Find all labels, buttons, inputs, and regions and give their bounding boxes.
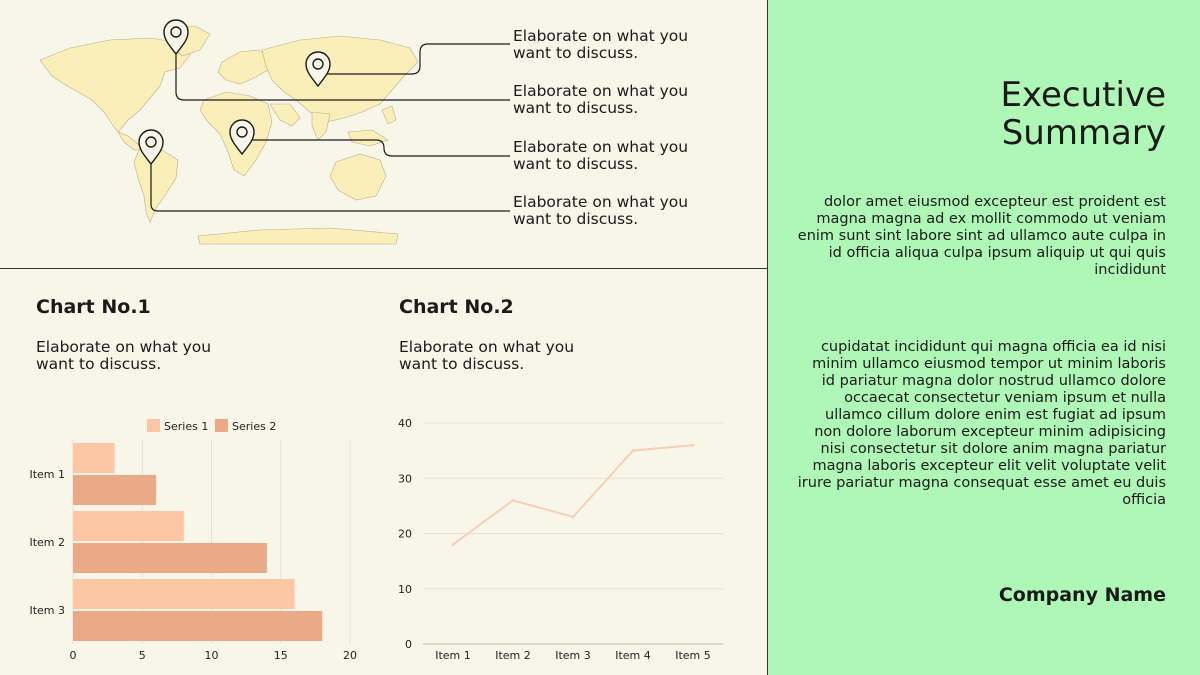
company-name: Company Name bbox=[998, 584, 1166, 606]
callout-text-3: Elaborate on what you want to discuss. bbox=[513, 138, 689, 173]
bar bbox=[73, 511, 184, 541]
title-line-1: Executive bbox=[1000, 75, 1166, 115]
category-label: Item 3 bbox=[29, 604, 65, 617]
chart2-description: Elaborate on what you want to discuss. bbox=[399, 338, 575, 373]
callout-text-4: Elaborate on what you want to discuss. bbox=[513, 193, 689, 228]
left-panel: Elaborate on what you want to discuss. E… bbox=[0, 19, 767, 662]
y-tick-label: 30 bbox=[398, 472, 412, 485]
series-line bbox=[452, 444, 694, 546]
category-label: Item 1 bbox=[29, 468, 65, 481]
data-point bbox=[511, 498, 515, 502]
category-label: Item 3 bbox=[555, 649, 591, 662]
chart1-description: Elaborate on what you want to discuss. bbox=[36, 338, 212, 373]
legend-swatch bbox=[147, 419, 160, 432]
callout-text-1: Elaborate on what you want to discuss. bbox=[513, 27, 689, 62]
legend-label: Series 1 bbox=[164, 420, 208, 433]
summary-paragraph-1: dolor amet eiusmod excepteur est proiden… bbox=[797, 194, 1166, 278]
category-label: Item 4 bbox=[615, 649, 651, 662]
line-chart: 0 10 20 30 40 Item 1 Item 2 Item 3 Item 4 Item 5 bbox=[398, 417, 723, 662]
y-tick-label: 40 bbox=[398, 417, 412, 430]
executive-summary-panel: Executive Summary dolor amet eiusmod exc… bbox=[767, 0, 1200, 675]
location-pin-icon bbox=[305, 51, 331, 88]
chart2-title: Chart No.2 bbox=[399, 296, 514, 318]
world-map bbox=[39, 19, 510, 245]
location-pin-icon bbox=[138, 129, 164, 166]
bar bbox=[73, 443, 115, 473]
callout-text-2: Elaborate on what you want to discuss. bbox=[513, 82, 689, 117]
x-tick-label: 15 bbox=[274, 649, 288, 662]
y-tick-label: 0 bbox=[405, 638, 412, 651]
bar bbox=[73, 611, 323, 641]
x-tick-label: 10 bbox=[205, 649, 219, 662]
callout-connectors bbox=[150, 43, 510, 212]
data-point bbox=[631, 449, 635, 453]
category-label: Item 5 bbox=[675, 649, 711, 662]
category-label: Item 1 bbox=[435, 649, 471, 662]
data-point bbox=[451, 543, 455, 547]
title-line-2: Summary bbox=[1001, 113, 1166, 153]
bar bbox=[73, 475, 157, 505]
bar bbox=[73, 543, 267, 573]
category-label: Item 2 bbox=[29, 536, 65, 549]
bar-chart: 0 5 10 15 20 Series 1 Series 2 Item 1 Item 2 Item… bbox=[29, 419, 357, 662]
legend-swatch bbox=[215, 419, 228, 432]
location-pin-icon bbox=[163, 19, 189, 56]
location-pin-icon bbox=[229, 119, 255, 156]
data-point bbox=[571, 515, 575, 519]
x-tick-label: 5 bbox=[139, 649, 146, 662]
y-tick-label: 20 bbox=[398, 528, 412, 541]
summary-paragraph-2: cupidatat incididunt qui magna officia e… bbox=[797, 339, 1166, 508]
y-tick-label: 10 bbox=[398, 583, 412, 596]
category-label: Item 2 bbox=[495, 649, 531, 662]
legend-label: Series 2 bbox=[232, 420, 276, 433]
section-divider bbox=[0, 268, 767, 269]
x-tick-label: 20 bbox=[343, 649, 357, 662]
x-tick-label: 0 bbox=[70, 649, 77, 662]
data-point bbox=[691, 443, 695, 447]
executive-summary-title: Executive Summary bbox=[1000, 76, 1166, 152]
chart1-title: Chart No.1 bbox=[36, 296, 151, 318]
bar bbox=[73, 579, 295, 609]
